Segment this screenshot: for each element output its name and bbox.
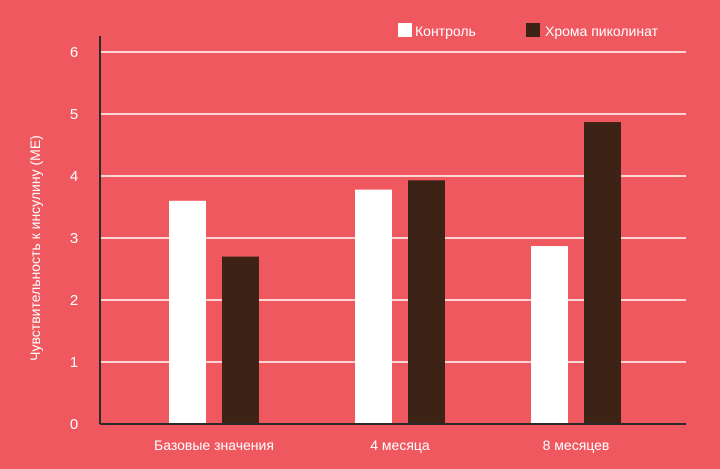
x-category-label: 8 месяцев (543, 437, 610, 453)
bar-series-1-category-1 (169, 200, 206, 424)
bar-series-1-category-3 (531, 246, 568, 424)
bars (169, 122, 621, 424)
bar-series-2-category-2 (408, 180, 445, 424)
y-tick-label: 2 (70, 292, 78, 309)
y-tick-label: 6 (70, 44, 78, 61)
x-category-labels: Базовые значения 4 месяца 8 месяцев (154, 437, 609, 453)
x-category-label: Базовые значения (154, 437, 274, 453)
y-tick-label: 5 (70, 106, 78, 123)
x-category-label: 4 месяца (370, 437, 430, 453)
legend-swatch (526, 23, 540, 37)
legend-label: Хрома пиколинат (545, 23, 659, 39)
bar-series-2-category-3 (584, 122, 621, 424)
y-tick-label: 1 (70, 354, 78, 371)
y-tick-label: 0 (70, 416, 78, 433)
legend: Контроль Хрома пиколинат (398, 23, 659, 39)
legend-label: Контроль (415, 23, 476, 39)
axes (99, 36, 686, 425)
y-tick-label: 4 (70, 168, 78, 185)
bar-series-1-category-2 (355, 189, 392, 424)
bar-series-2-category-1 (222, 256, 259, 424)
y-axis-title: Чувствительность к инсулину (МЕ) (27, 135, 43, 361)
legend-swatch (398, 23, 412, 37)
y-tick-labels: 0 1 2 3 4 5 6 (70, 44, 78, 433)
y-tick-label: 3 (70, 230, 78, 247)
